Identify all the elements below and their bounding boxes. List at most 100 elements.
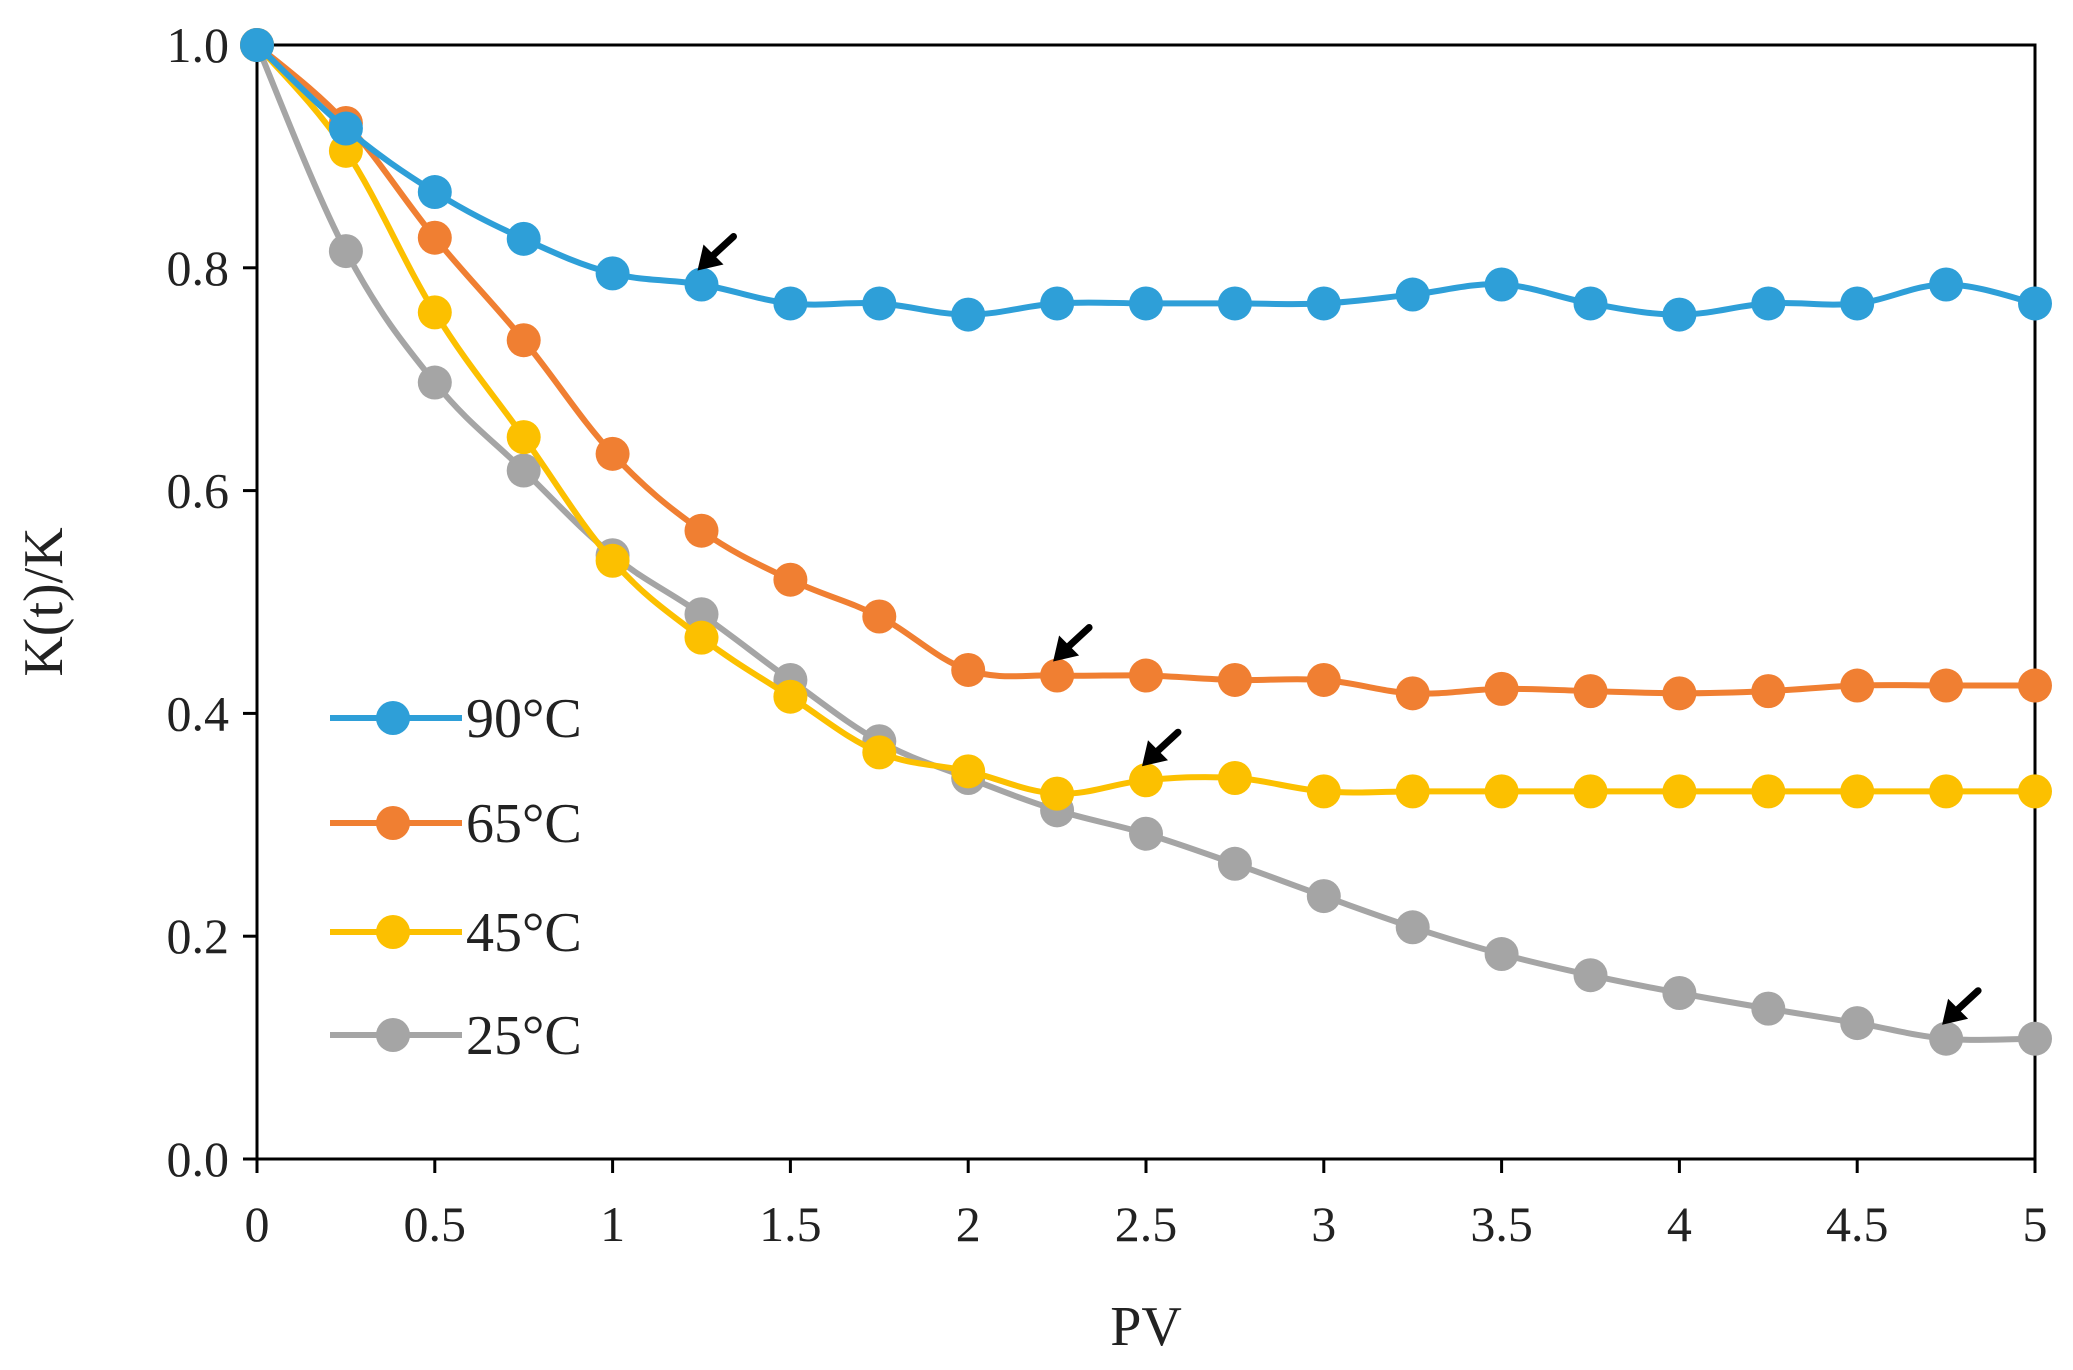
data-point [951,297,986,332]
data-point [417,365,452,400]
annotation-arrow [1053,624,1093,662]
data-point [684,597,719,632]
data-point [1751,286,1786,321]
legend: 90°C 65°C 45°C 25°C [330,688,582,1067]
data-point [1040,658,1075,693]
legend-item-25-c: 25°C [330,1005,582,1067]
x-tick-label: 3 [1311,1196,1336,1252]
data-point [1129,816,1163,851]
data-point [1306,286,1341,321]
data-point [1662,774,1697,809]
legend-swatch-marker [376,701,410,735]
x-tick-label: 5 [2023,1196,2048,1252]
data-point [1306,774,1341,809]
data-point [1129,658,1163,693]
data-point [1395,910,1430,945]
x-tick-label: 1.5 [759,1196,822,1252]
series-line [254,42,2038,1043]
data-point [595,436,630,471]
data-point [684,267,719,302]
data-point [1395,676,1430,711]
x-tick-label: 2.5 [1115,1196,1178,1252]
data-point [1662,976,1697,1011]
y-axis: 0.0 0.2 0.4 0.6 0.8 1.0 [167,17,257,1187]
data-point [773,679,808,714]
data-point [1929,668,1964,703]
data-point [773,562,808,597]
legend-label: 25°C [466,1005,582,1067]
series-65-c [240,28,2052,711]
data-point [1484,774,1519,809]
x-axis-title: PV [1110,1296,1182,1358]
data-point [1217,286,1252,321]
data-point [862,286,897,321]
data-point [1840,668,1875,703]
data-point [1129,763,1163,798]
x-axis: 0 0.5 1 1.5 2 2.5 3 3.5 4 4.5 5 [245,1159,2048,1252]
legend-label: 90°C [466,688,582,750]
legend-item-90-c: 90°C [330,688,582,750]
data-point [951,652,986,687]
series-25-c [240,28,2052,1056]
data-point [1840,286,1875,321]
data-point [1040,286,1075,321]
data-point [1306,879,1341,914]
x-tick-label: 1 [600,1196,625,1252]
data-point [1573,774,1608,809]
data-point [1573,674,1608,709]
x-tick-label: 0.5 [404,1196,467,1252]
data-point [1840,1006,1875,1041]
data-point [1751,674,1786,709]
data-point [1129,286,1163,321]
data-point [1306,662,1341,697]
y-tick-label: 0.0 [167,1131,230,1187]
data-point [1484,267,1519,302]
x-tick-label: 3.5 [1470,1196,1533,1252]
data-point [595,543,630,578]
data-point [1484,937,1519,972]
x-tick-label: 0 [245,1196,270,1252]
data-point [240,28,274,62]
data-point [2018,286,2052,321]
data-point [417,220,452,255]
data-point [684,620,719,655]
y-axis-title: K(t)/K [13,527,75,676]
series-90-c [240,28,2052,332]
legend-swatch-marker [376,806,410,840]
annotation-arrow [1942,987,1982,1025]
data-point [1217,846,1252,881]
y-tick-label: 1.0 [167,17,230,73]
data-point [862,735,897,770]
data-point [1573,286,1608,321]
y-tick-label: 0.2 [167,908,230,964]
x-tick-label: 2 [956,1196,981,1252]
data-point [1040,776,1075,811]
data-point [1929,774,1964,809]
data-point [1573,958,1608,993]
data-point [1929,267,1964,302]
data-point [506,221,541,256]
data-point [773,286,808,321]
legend-item-45-c: 45°C [330,902,582,964]
data-point [2018,668,2052,703]
x-tick-label: 4 [1667,1196,1692,1252]
data-point [595,256,630,291]
y-tick-label: 0.6 [167,463,230,519]
series-line [254,42,2038,797]
data-point [1217,662,1252,697]
data-point [506,420,541,455]
data-point [1662,297,1697,332]
arrow-head [697,244,724,271]
series-layer [240,28,2052,1056]
arrow-head [1942,998,1969,1025]
data-point [1751,991,1786,1026]
data-point [417,295,452,330]
data-point [1662,676,1697,711]
data-point [1840,774,1875,809]
legend-item-65-c: 65°C [330,793,582,855]
data-point [862,599,897,634]
data-point [951,754,986,789]
data-point [1751,774,1786,809]
series-line [254,42,2038,318]
